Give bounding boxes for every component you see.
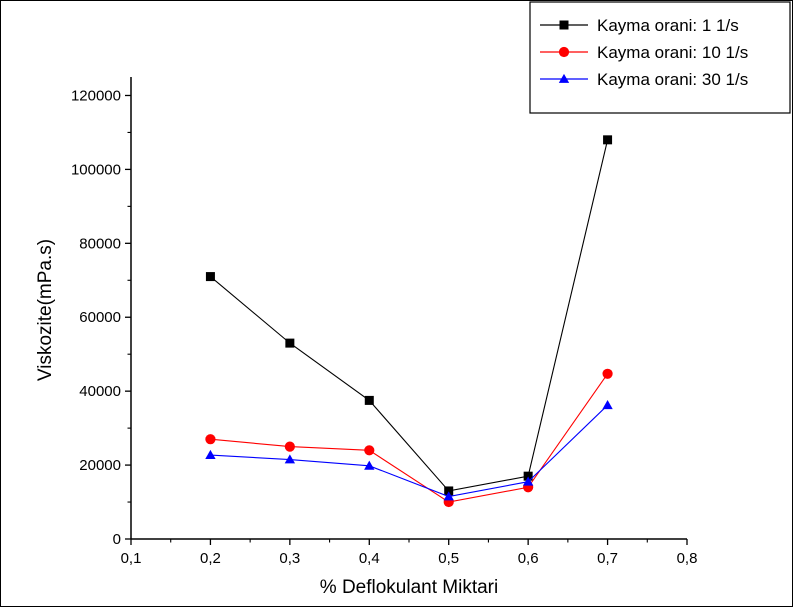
x-tick-label: 0,6 (518, 550, 539, 567)
legend-label: Kayma orani: 1 1/s (597, 16, 739, 35)
data-point (602, 400, 613, 410)
axes (130, 77, 687, 540)
data-point (444, 486, 454, 496)
series-1 (205, 135, 613, 496)
x-tick-label: 0,3 (279, 550, 300, 567)
y-tick-label: 120000 (71, 87, 121, 104)
data-point (205, 272, 215, 282)
series-line (210, 139, 609, 492)
legend-label: Kayma orani: 30 1/s (597, 70, 748, 89)
y-tick-label: 80000 (79, 235, 121, 252)
series-layer (205, 135, 613, 508)
data-point (205, 449, 216, 459)
x-ticks: 0,1 0,2 0,3 0,4 0,5 0,6 0,7 0,8 (121, 539, 698, 567)
y-tick-label: 40000 (79, 383, 121, 400)
data-point (523, 471, 533, 481)
x-tick-label: 0,5 (438, 550, 459, 567)
y-axis-title: Viskozite(mPa.s) (35, 239, 56, 381)
y-ticks: 0 20000 40000 60000 80000 100000 120000 (71, 87, 131, 548)
legend: Kayma orani: 1 1/s Kayma orani: 10 1/s Kay… (529, 1, 791, 114)
data-point (522, 476, 534, 486)
y-tick-label: 100000 (71, 161, 121, 178)
x-tick-label: 0,8 (677, 550, 698, 567)
data-point (205, 434, 216, 445)
x-axis-title: % Deflokulant Miktari (320, 577, 498, 598)
y-tick-label: 20000 (79, 457, 121, 474)
data-point (364, 445, 375, 456)
data-point (364, 460, 375, 470)
x-tick-label: 0,4 (359, 550, 380, 567)
legend-marker (559, 20, 569, 30)
legend-marker (558, 46, 570, 58)
data-point (284, 441, 295, 452)
data-point (285, 338, 295, 348)
legend-marker (558, 73, 570, 83)
series-line (210, 404, 608, 498)
series-3 (205, 400, 613, 501)
x-tick-label: 0,2 (200, 550, 221, 567)
y-tick-label: 0 (113, 531, 121, 548)
x-tick-label: 0,1 (121, 550, 142, 567)
legend-box (529, 1, 791, 114)
data-point (443, 491, 454, 501)
data-point (602, 368, 613, 379)
x-tick-label: 0,7 (597, 550, 618, 567)
data-point (603, 135, 613, 145)
series-2 (205, 368, 613, 508)
y-tick-label: 60000 (79, 309, 121, 326)
data-point (364, 395, 374, 405)
data-point (284, 454, 296, 464)
legend-label: Kayma orani: 10 1/s (597, 43, 748, 62)
